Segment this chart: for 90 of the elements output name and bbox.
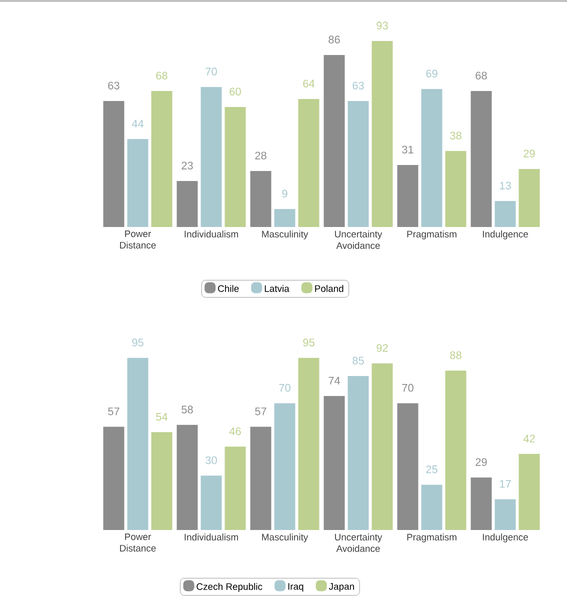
bar [372,363,393,530]
data-label: 42 [523,434,535,442]
bar [127,138,148,227]
data-label: 68 [156,72,168,80]
bar [103,426,124,530]
data-label: 68 [476,72,487,80]
bar [200,86,222,227]
data-label: 86 [328,36,340,44]
bar [176,424,198,530]
bar [176,180,198,227]
data-label: 92 [376,344,388,352]
legend-label: Iraq [288,583,304,592]
data-label: 38 [450,132,462,140]
bar [224,446,246,530]
legend-label: Poland [315,285,344,292]
data-label: 23 [182,162,193,170]
data-label: 44 [132,120,144,128]
x-tick-label: Uncertainty Avoidance [335,534,382,552]
bar [298,98,320,227]
data-label: 57 [255,408,266,416]
data-label: 74 [328,376,340,384]
data-label: 29 [476,458,487,466]
x-tick-label: Masculinity [262,230,308,240]
data-label: 70 [402,384,414,392]
bar [470,477,492,530]
bar [421,484,442,530]
legend-label: Japan [328,583,354,592]
bar [250,426,272,530]
bar [324,396,345,530]
bar [494,499,516,530]
data-label: 64 [303,80,315,88]
data-label: 29 [524,150,535,158]
bar [224,106,246,227]
bar [200,476,222,530]
data-label: 85 [352,356,364,365]
data-label: 88 [450,351,462,360]
data-label: 25 [426,465,438,474]
data-label: 57 [108,408,120,416]
bar [397,164,418,227]
bar [397,403,418,530]
bar [421,88,442,227]
data-label: 63 [108,82,120,90]
data-label: 17 [500,480,511,488]
bar [518,454,540,530]
legend-label: Latvia [264,285,290,292]
legend-label: Chile [218,285,239,292]
bar [250,170,272,227]
x-tick-label: Individualism [184,534,238,540]
bar [518,168,540,227]
bar [445,370,466,530]
data-label: 13 [500,182,511,190]
data-label: 54 [156,413,168,421]
bar [151,432,172,530]
bar [127,358,148,530]
x-tick-label: Masculinity [262,534,308,542]
data-label: 70 [206,68,217,76]
data-label: 69 [426,70,438,78]
bar [274,403,296,530]
data-label: 63 [352,82,364,90]
data-label: 31 [402,146,414,154]
x-tick-label: Individualism [184,230,238,238]
bar [324,54,345,227]
data-label: 58 [182,406,193,414]
x-tick-label: Pragmatism [407,534,456,542]
bar [274,208,296,227]
x-tick-label: Power Distance [120,534,156,552]
data-label: 95 [303,338,314,346]
bar [445,150,466,227]
legend-label: Czech Republic [196,583,262,592]
x-tick-label: Pragmatism [407,230,456,240]
bar [348,100,369,227]
x-tick-label: Power Distance [120,230,156,249]
data-label: 30 [206,456,217,464]
data-label: 46 [229,427,241,436]
bar [348,376,369,530]
bar [298,358,320,530]
bar [470,90,492,227]
x-tick-label: Uncertainty Avoidance [335,230,382,249]
data-label: 93 [376,22,388,30]
data-label: 60 [230,88,241,96]
data-label: 9 [282,190,288,198]
x-tick-label: Indulgence [482,230,528,240]
bar [151,90,172,227]
data-label: 70 [279,384,290,392]
x-tick-label: Indulgence [482,534,528,542]
bar [494,200,516,227]
bar [103,100,124,227]
data-label: 28 [255,152,266,160]
data-label: 95 [132,338,144,346]
bar [372,40,393,227]
